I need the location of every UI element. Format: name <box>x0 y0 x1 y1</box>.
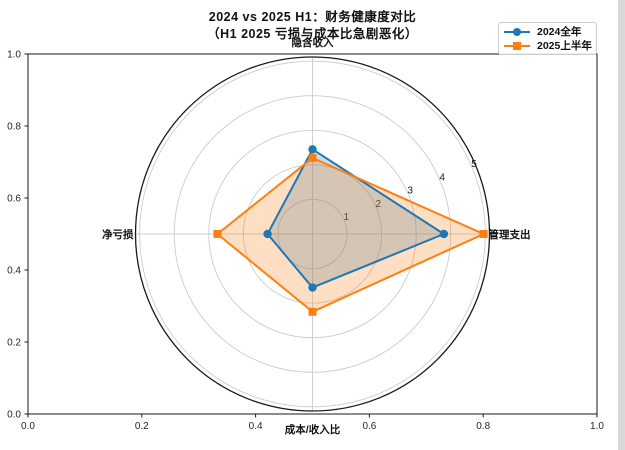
window-edge-strip <box>618 0 625 450</box>
x-tick-label: 0.2 <box>135 421 149 432</box>
data-point-marker <box>308 283 317 292</box>
data-point-marker <box>213 230 222 238</box>
legend-item-label: 2024全年 <box>537 26 582 38</box>
chart-title: 2024 vs 2025 H1：财务健康度对比 <box>208 10 417 24</box>
data-point-marker <box>439 229 449 239</box>
data-point-marker <box>263 229 272 239</box>
r-tick-label: 5 <box>471 159 477 170</box>
x-tick-label: 0.8 <box>476 421 490 432</box>
r-tick-label: 1 <box>344 212 350 223</box>
y-tick-label: 0.6 <box>7 194 21 205</box>
category-label: 隐含收入 <box>292 36 334 49</box>
x-tick-label: 0.0 <box>21 421 35 432</box>
series-fill <box>267 149 444 288</box>
axes-frame <box>27 53 598 415</box>
series-fill <box>217 157 484 312</box>
x-tick-label: 1.0 <box>590 421 604 432</box>
y-tick-label: 1.0 <box>7 50 21 61</box>
category-label: 净亏损 <box>102 228 134 241</box>
x-tick-label: 0.4 <box>249 421 263 432</box>
polar-spine <box>134 56 491 412</box>
data-point-marker <box>479 230 488 238</box>
legend: 2024全年 2025上半年 <box>498 22 597 55</box>
chart-subtitle: （H1 2025 亏损与成本比急剧恶化） <box>207 27 418 41</box>
r-tick-label: 4 <box>439 172 445 183</box>
legend-item: 2025上半年 <box>503 39 592 52</box>
x-tick-label: 0.6 <box>362 421 376 432</box>
data-point-marker <box>308 307 317 316</box>
legend-marker-square-icon <box>504 41 530 50</box>
data-point-marker <box>308 153 317 162</box>
category-label: 成本/收入比 <box>285 423 341 436</box>
legend-item-label: 2025上半年 <box>537 40 592 52</box>
legend-item: 2024全年 <box>503 25 592 38</box>
y-tick-label: 0.2 <box>7 338 21 349</box>
legend-marker-circle-icon <box>504 27 530 36</box>
data-point-marker <box>308 145 317 154</box>
r-tick-label: 2 <box>375 199 381 210</box>
category-label: 管理支出 <box>489 228 531 241</box>
y-tick-label: 0.0 <box>7 410 21 421</box>
y-tick-label: 0.8 <box>7 122 21 133</box>
y-tick-label: 0.4 <box>7 266 21 277</box>
r-tick-label: 3 <box>407 186 413 197</box>
